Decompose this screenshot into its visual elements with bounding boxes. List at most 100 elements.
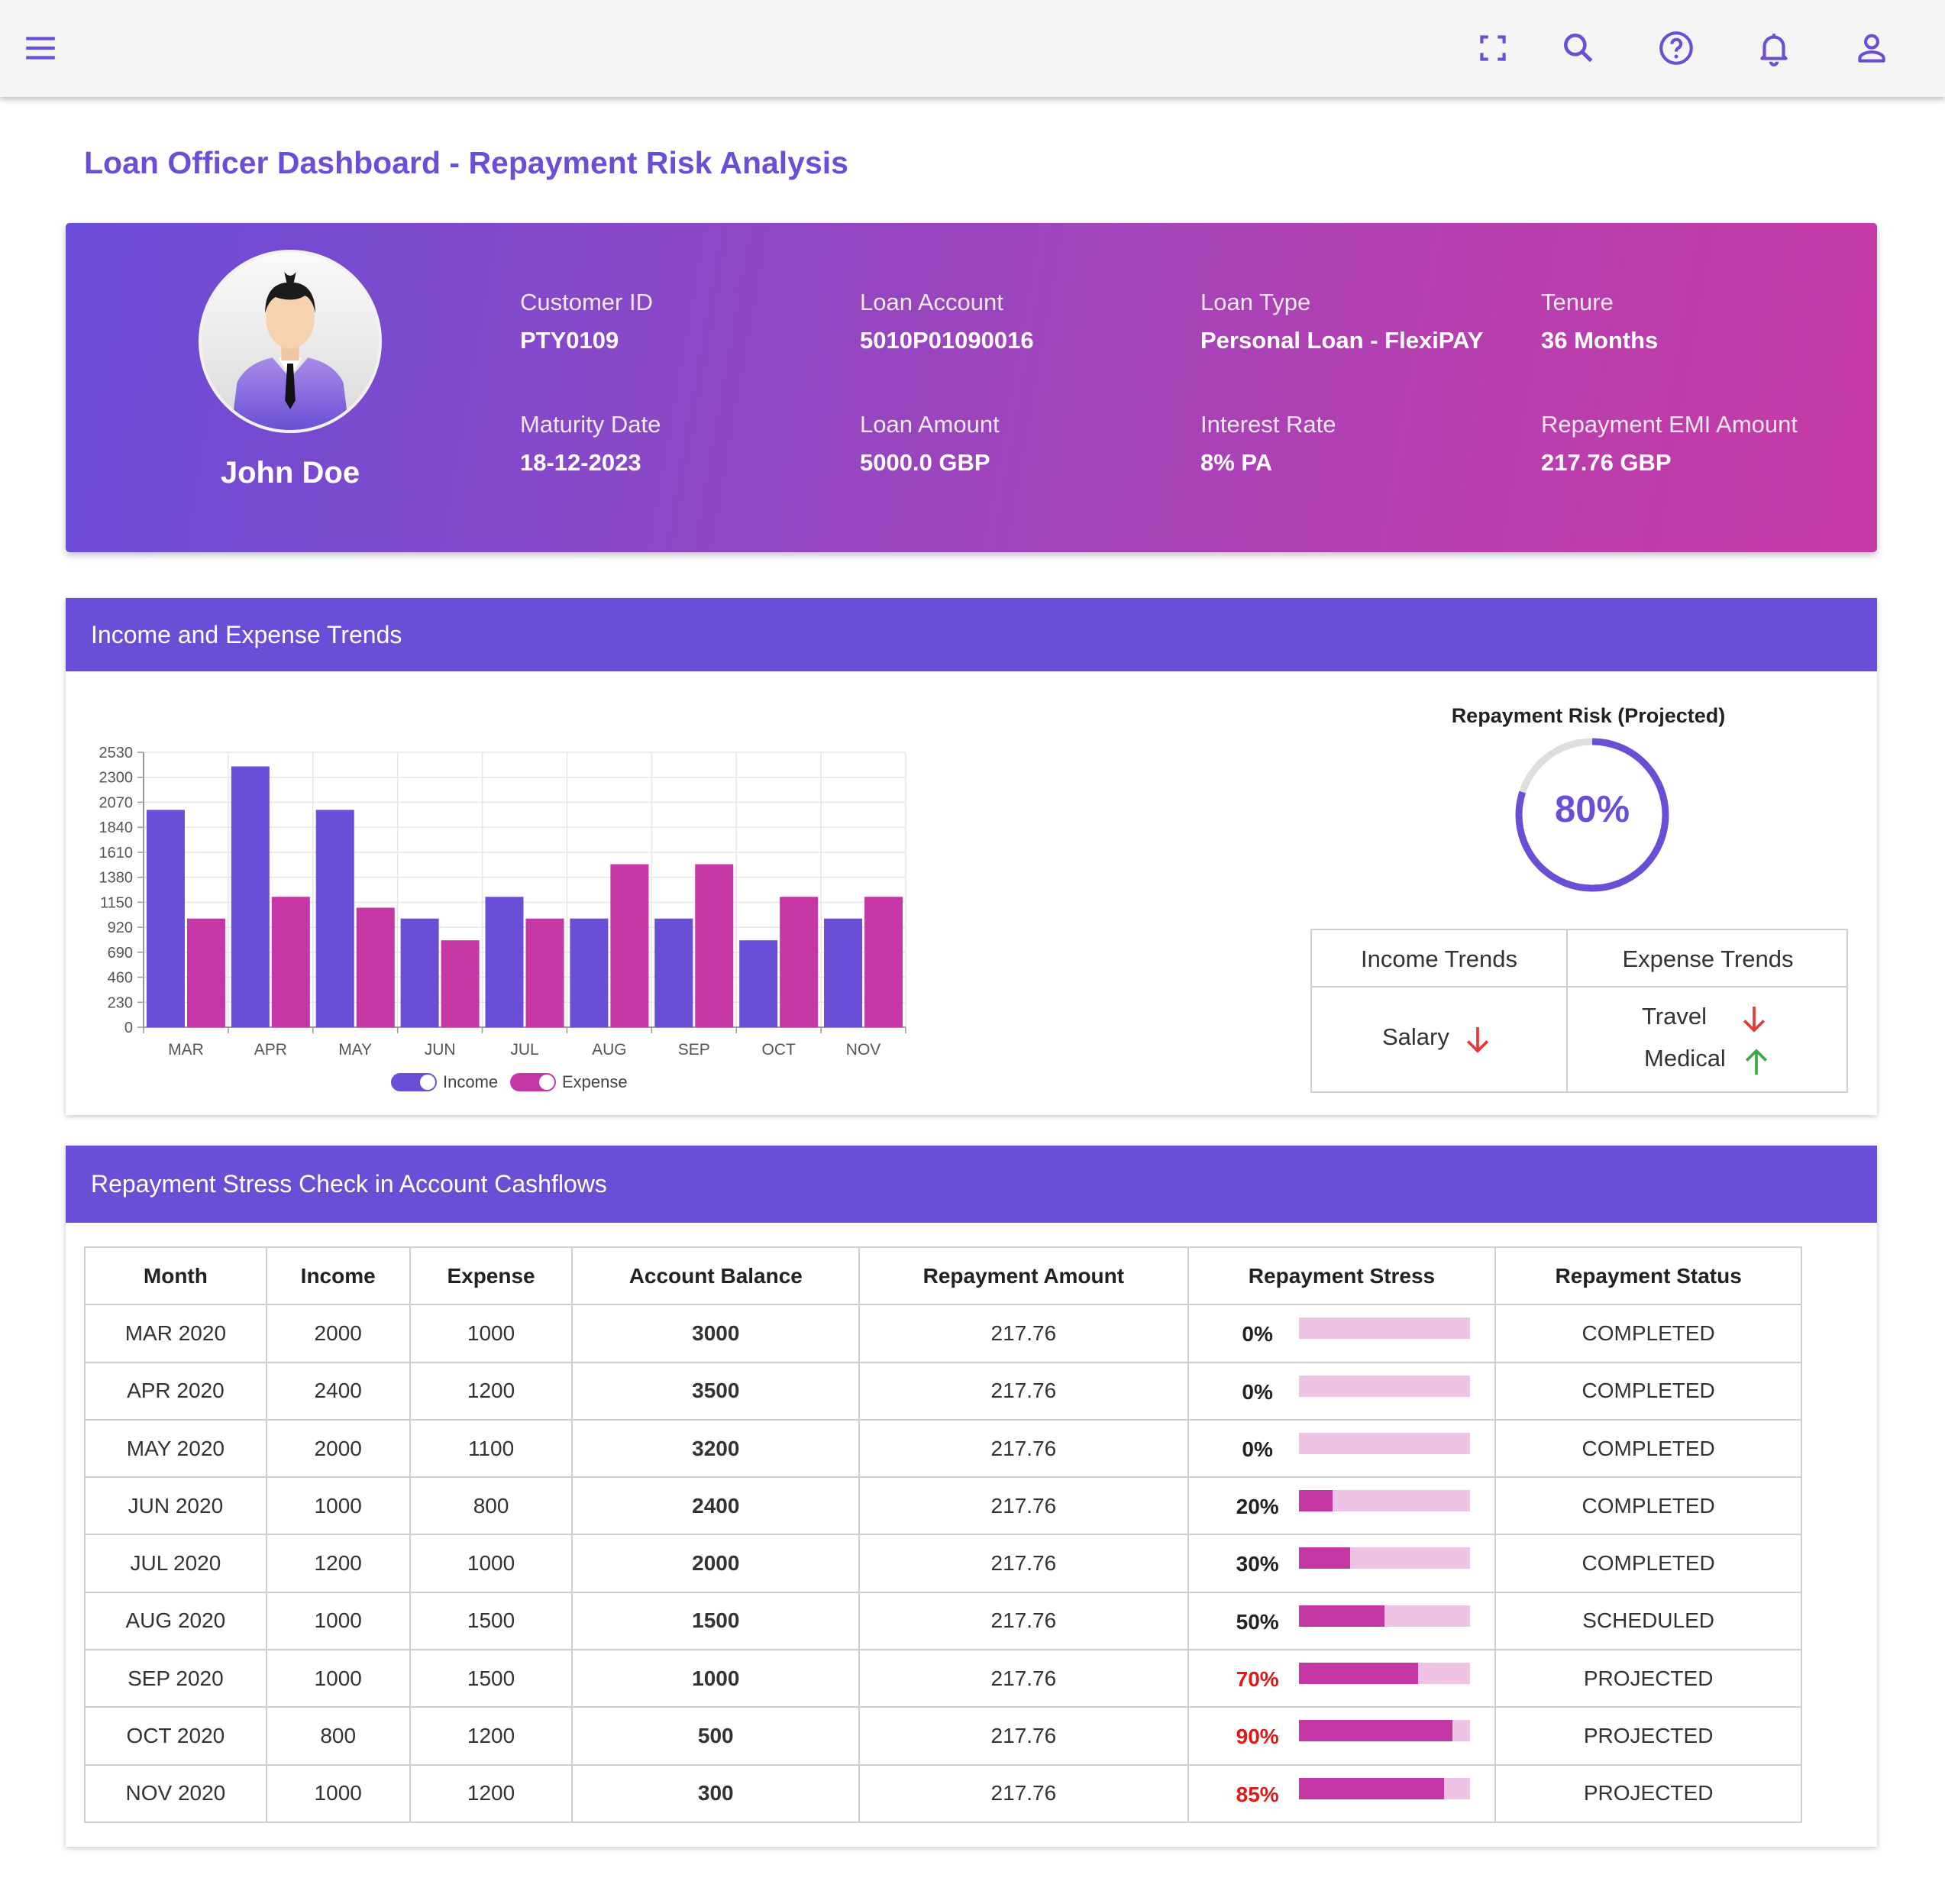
stress-percent: 70% <box>1236 1667 1279 1692</box>
cell-income: 1000 <box>265 1591 411 1651</box>
x-tick-label: SEP <box>678 1041 710 1059</box>
customer-profile-card: John Doe Customer ID PTY0109 Loan Accoun… <box>66 223 1877 552</box>
cell-income: 1000 <box>265 1649 411 1708</box>
y-tick-label: 230 <box>108 994 133 1011</box>
cell-repayment-amount: 217.76 <box>858 1763 1189 1823</box>
bar-income-aug <box>570 918 609 1027</box>
x-tick-label: JUL <box>510 1041 538 1059</box>
cell-repayment-amount: 217.76 <box>858 1649 1189 1708</box>
table-row: OCT 2020 800 1200 500 217.76 90% PROJECTED <box>84 1706 1802 1766</box>
income-expense-trends-card: Income and Expense Trends <box>66 598 1877 1115</box>
search-icon[interactable] <box>1559 29 1598 67</box>
income-trends-column: Income Trends Salary <box>1312 930 1568 1091</box>
loan-amount-label: Loan Amount <box>860 411 1000 438</box>
stress-percent: 50% <box>1236 1609 1279 1634</box>
cell-expense: 1000 <box>409 1534 573 1593</box>
notifications-icon[interactable] <box>1755 29 1793 67</box>
loan-account-label: Loan Account <box>860 289 1003 315</box>
cell-repayment-status: COMPLETED <box>1494 1418 1802 1479</box>
column-header-repayment-stress: Repayment Stress <box>1187 1246 1497 1306</box>
cell-repayment-status: COMPLETED <box>1494 1361 1802 1421</box>
cell-repayment-stress: 0% <box>1187 1361 1497 1421</box>
trends-table: Income Trends Salary Expense Trends Trav… <box>1310 929 1848 1093</box>
expense-trend-medical: Medical <box>1644 1045 1726 1072</box>
y-tick-label: 1610 <box>99 845 134 861</box>
legend-label-income: Income <box>443 1072 498 1091</box>
y-tick-label: 0 <box>124 1020 133 1036</box>
table-row: JUL 2020 1200 1000 2000 217.76 30% COMPLETED <box>84 1534 1802 1593</box>
repayment-risk-value: 80% <box>1554 789 1630 830</box>
income-trend-salary: Salary <box>1382 1023 1449 1050</box>
arrow-up-icon <box>1745 1049 1768 1075</box>
cell-repayment-stress: 0% <box>1187 1304 1497 1363</box>
fullscreen-icon[interactable] <box>1474 29 1512 67</box>
expense-trend-travel: Travel <box>1642 1003 1707 1030</box>
loan-amount-value: 5000.0 GBP <box>860 449 990 476</box>
customer-id-label: Customer ID <box>520 289 653 315</box>
y-tick-label: 1150 <box>100 894 133 911</box>
cell-repayment-stress: 90% <box>1187 1706 1497 1766</box>
income-expense-bar-chart: 0 230 460 690 920 1150 1380 1610 1840 2070 2300 253… <box>99 745 906 1091</box>
menu-icon[interactable] <box>21 29 60 67</box>
help-icon[interactable] <box>1657 29 1695 67</box>
arrow-down-icon <box>1743 1007 1766 1033</box>
cell-expense: 1500 <box>409 1591 573 1651</box>
cell-income: 1000 <box>265 1763 411 1823</box>
table-header-row: Month Income Expense Account Balance Rep… <box>84 1246 1802 1306</box>
cell-income: 1000 <box>265 1476 411 1536</box>
x-tick-label: NOV <box>846 1041 881 1059</box>
cell-income: 2400 <box>265 1361 411 1421</box>
cell-month: SEP 2020 <box>84 1649 267 1708</box>
cell-repayment-stress: 85% <box>1187 1763 1497 1823</box>
interest-rate-value: 8% PA <box>1200 449 1273 476</box>
cell-expense: 1200 <box>409 1706 573 1766</box>
cell-expense: 1000 <box>409 1304 573 1363</box>
bar-expense-jul <box>525 918 564 1027</box>
card-header: Repayment Stress Check in Account Cashfl… <box>66 1146 1877 1223</box>
bar-income-apr <box>231 766 270 1027</box>
y-tick-label: 2530 <box>99 745 134 761</box>
cell-repayment-amount: 217.76 <box>858 1418 1189 1479</box>
maturity-date-value: 18-12-2023 <box>520 449 641 476</box>
y-tick-label: 2070 <box>99 794 134 811</box>
stress-percent: 0% <box>1242 1322 1273 1346</box>
x-tick-label: OCT <box>762 1041 796 1059</box>
column-header-account-balance: Account Balance <box>571 1246 861 1306</box>
tenure-value: 36 Months <box>1541 327 1659 354</box>
bar-expense-mar <box>186 918 225 1027</box>
stress-bar <box>1298 1663 1470 1685</box>
bar-expense-apr <box>271 897 310 1027</box>
x-tick-label: AUG <box>592 1041 627 1059</box>
y-tick-label: 1380 <box>99 870 134 887</box>
bar-income-may <box>315 810 354 1027</box>
cell-income: 2000 <box>265 1304 411 1363</box>
cell-account-balance: 3200 <box>571 1418 861 1479</box>
stress-bar-fill <box>1298 1720 1453 1742</box>
cell-account-balance: 2400 <box>571 1476 861 1536</box>
stress-percent: 20% <box>1236 1495 1279 1519</box>
stress-bar <box>1298 1605 1470 1627</box>
bar-expense-aug <box>610 864 649 1027</box>
cell-repayment-amount: 217.76 <box>858 1304 1189 1363</box>
cell-month: MAR 2020 <box>84 1304 267 1363</box>
emi-amount-label: Repayment EMI Amount <box>1541 411 1798 438</box>
cell-repayment-status: SCHEDULED <box>1494 1591 1802 1651</box>
cell-expense: 1500 <box>409 1649 573 1708</box>
y-tick-label: 2300 <box>99 770 134 787</box>
table-row: AUG 2020 1000 1500 1500 217.76 50% SCHEDULED <box>84 1591 1802 1651</box>
bar-income-sep <box>654 918 693 1027</box>
interest-rate-label: Interest Rate <box>1200 411 1336 438</box>
x-tick-label: JUN <box>425 1041 456 1059</box>
y-tick-label: 460 <box>108 970 133 987</box>
cell-repayment-status: PROJECTED <box>1494 1763 1802 1823</box>
stress-bar <box>1298 1777 1470 1799</box>
y-tick-label: 1840 <box>99 819 134 836</box>
cell-repayment-stress: 70% <box>1187 1649 1497 1708</box>
customer-id-value: PTY0109 <box>520 327 619 354</box>
cell-repayment-status: PROJECTED <box>1494 1706 1802 1766</box>
stress-bar <box>1298 1547 1470 1569</box>
cell-account-balance: 500 <box>571 1706 861 1766</box>
cell-repayment-status: COMPLETED <box>1494 1304 1802 1363</box>
stress-bar-fill <box>1298 1777 1445 1799</box>
account-icon[interactable] <box>1853 29 1891 67</box>
